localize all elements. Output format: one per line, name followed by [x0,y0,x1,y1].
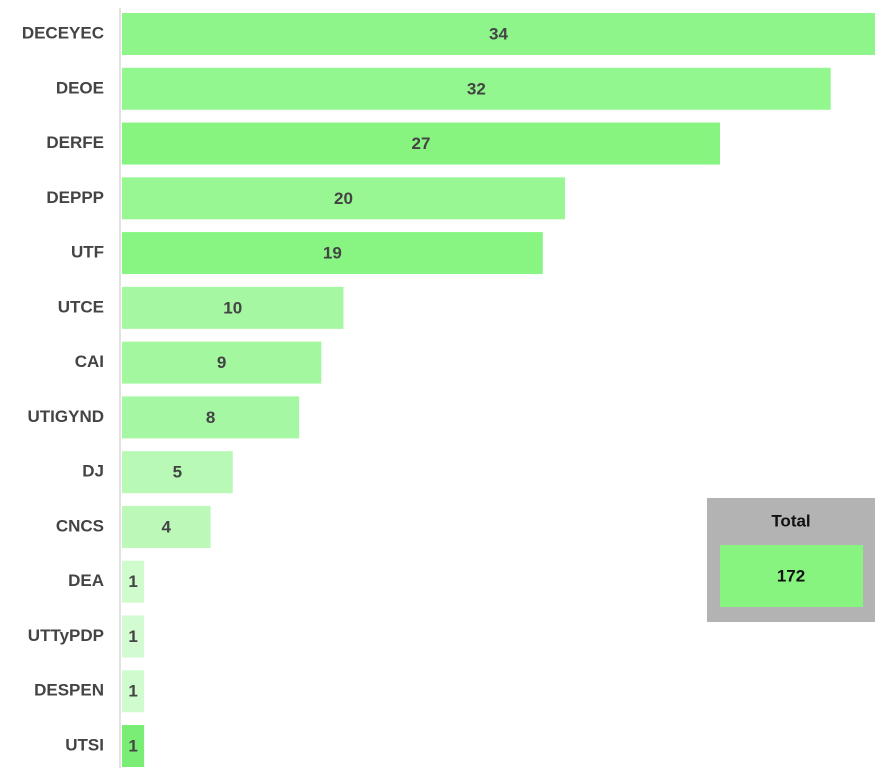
bar [122,670,145,713]
bar [122,122,720,165]
value-label: 10 [223,298,242,317]
value-label: 27 [412,134,431,153]
value-label: 32 [467,79,486,98]
category-label: UTF [71,243,104,262]
value-label: 1 [128,627,137,646]
category-label: DERFE [46,133,104,152]
total-value: 172 [777,566,805,585]
value-label: 4 [162,517,172,536]
bar [122,177,565,220]
category-label: DESPEN [34,681,104,700]
bar [122,725,145,768]
category-label: DJ [82,462,104,481]
value-label: 8 [206,408,215,427]
category-label: UTCE [58,297,104,316]
bar [122,286,344,329]
value-label: 20 [334,189,353,208]
bar [122,341,322,384]
bar [122,232,543,275]
category-label: DEA [68,571,104,590]
value-label: 34 [489,24,508,43]
category-label: CNCS [56,516,104,535]
bar [122,13,875,55]
bar [122,396,300,439]
total-value-box [720,545,863,607]
value-label: 9 [217,353,226,372]
bar [122,615,145,658]
value-label: 1 [128,572,137,591]
value-label: 19 [323,244,342,263]
bar [122,67,831,110]
value-label: 1 [128,736,137,755]
category-label: DECEYEC [22,23,104,42]
total-label: Total [771,511,810,530]
category-label: UTIGYND [28,407,105,426]
category-label: UTTyPDP [28,626,104,645]
value-label: 5 [173,463,182,482]
bar [122,451,233,494]
bar [122,505,211,548]
bar [122,560,145,603]
category-label: CAI [75,352,104,371]
value-label: 1 [128,682,137,701]
category-label: DEPPP [46,188,104,207]
category-label: DEOE [56,78,104,97]
category-label: UTSI [65,735,104,754]
